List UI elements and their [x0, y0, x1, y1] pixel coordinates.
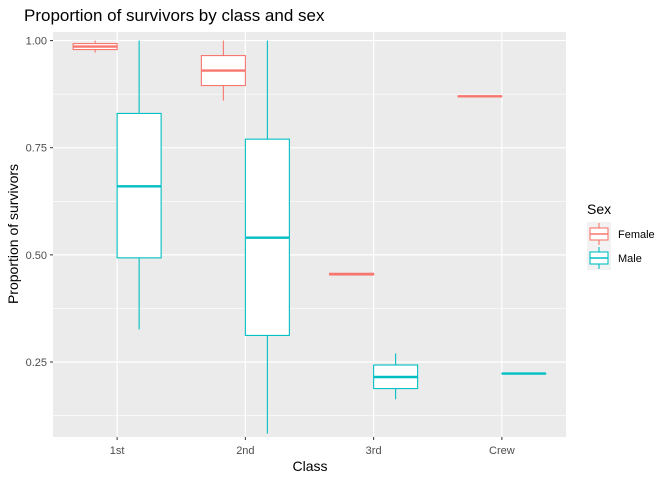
legend-title: Sex [587, 201, 611, 217]
y-tick-label: 1.00 [26, 36, 47, 48]
legend: Sex Female Male [587, 201, 655, 270]
legend-entry-male: Male [587, 246, 642, 270]
y-axis-title: Proportion of survivors [5, 164, 21, 304]
x-axis-title: Class [292, 458, 327, 474]
box-male-2nd [244, 40, 290, 434]
box-layer [72, 40, 547, 434]
y-tick-label: 0.50 [26, 250, 47, 262]
box-female-3rd [329, 272, 375, 276]
legend-label: Female [618, 229, 655, 241]
y-tick-label: 0.25 [26, 357, 47, 369]
chart-title: Proportion of survivors by class and sex [24, 6, 325, 25]
box-male-3rd [373, 353, 419, 400]
x-tick-label: 2nd [236, 445, 254, 457]
box-female-2nd [200, 40, 246, 101]
x-tick-label: Crew [489, 445, 515, 457]
legend-entry-female: Female [587, 222, 655, 246]
axis-layer: 0.25 0.50 0.75 1.00 1st 2nd 3rd Crew [26, 36, 515, 457]
legend-label: Male [618, 253, 642, 265]
box-female-1st [72, 40, 118, 53]
x-tick-label: 3rd [366, 445, 382, 457]
x-tick-label: 1st [110, 445, 125, 457]
y-tick-label: 0.75 [26, 143, 47, 155]
box-male-1st [116, 40, 162, 330]
